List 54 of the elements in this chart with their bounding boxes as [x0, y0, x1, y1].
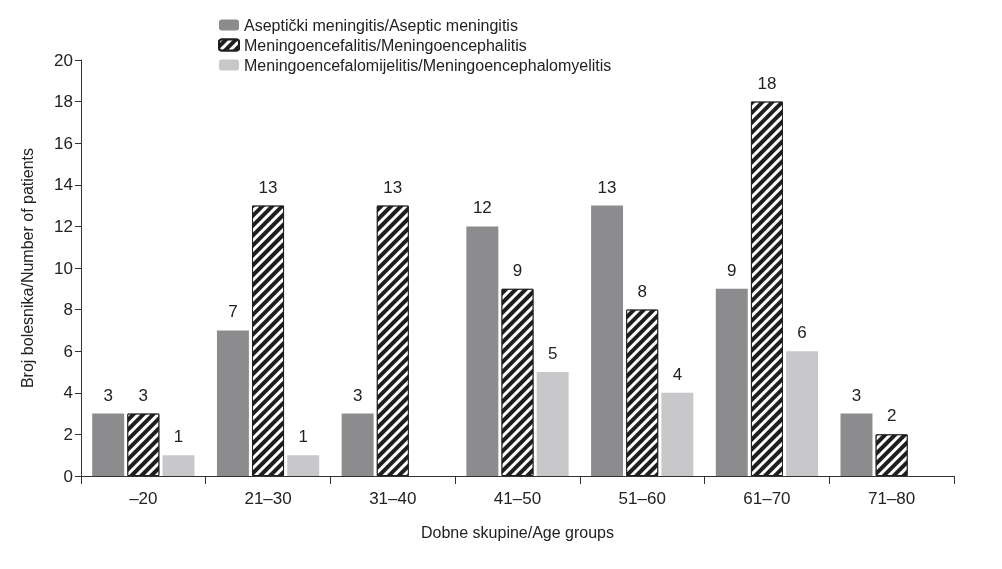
- x-tick-label: 51–60: [618, 489, 666, 508]
- data-label: 13: [383, 177, 403, 197]
- y-tick-label: 12: [54, 216, 73, 236]
- data-label: 4: [672, 364, 683, 384]
- data-label: 5: [547, 344, 558, 363]
- x-tick-label: –20: [129, 489, 158, 508]
- bar: [661, 392, 694, 476]
- y-tick-label: 0: [63, 466, 73, 486]
- x-tick-label: 31–40: [369, 489, 417, 508]
- data-label: 13: [258, 177, 278, 197]
- bar: [341, 413, 374, 476]
- bar: [536, 372, 569, 476]
- y-tick-label: 6: [63, 341, 73, 361]
- bar: [216, 330, 249, 476]
- legend-label: Meningoencefalitis/Meningoencephalitis: [244, 36, 527, 54]
- data-label: 9: [512, 260, 523, 280]
- x-axis-title: Dobne skupine/Age groups: [420, 523, 615, 541]
- bar: [287, 455, 320, 476]
- data-label: 18: [757, 73, 777, 93]
- y-tick-label: 14: [54, 175, 73, 195]
- y-tick-label: 20: [54, 50, 73, 70]
- data-label: 13: [597, 177, 617, 197]
- data-label: 3: [352, 385, 363, 405]
- x-tick-label: 21–30: [244, 489, 292, 508]
- y-tick-label: 16: [54, 133, 73, 153]
- data-label: 2: [886, 406, 897, 426]
- data-label: 9: [727, 260, 737, 280]
- bar: [840, 413, 873, 476]
- bar: [92, 413, 125, 476]
- y-tick-label: 18: [54, 92, 73, 112]
- data-label: 3: [138, 385, 149, 405]
- y-tick-label: 8: [63, 300, 73, 320]
- data-label: 3: [851, 385, 862, 405]
- y-tick-label: 10: [54, 258, 73, 278]
- bar: [466, 226, 499, 476]
- bar: [162, 455, 195, 476]
- x-tick-label: 41–50: [493, 489, 542, 508]
- data-label: 1: [173, 427, 184, 447]
- bar: [786, 351, 819, 476]
- bar: [715, 288, 748, 476]
- data-label: 3: [103, 385, 113, 405]
- data-label: 1: [298, 427, 308, 447]
- data-label: 12: [472, 198, 492, 218]
- y-axis-title: Broj bolesnika/Number of patients: [18, 147, 36, 389]
- data-label: 8: [637, 281, 647, 301]
- legend-label: Aseptički meningitis/Aseptic meningitis: [244, 16, 518, 34]
- data-label: 6: [797, 323, 807, 343]
- x-tick-label: 71–80: [868, 489, 916, 508]
- legend-label: Meningoencefalomijelitis/Meningoencephalomyelitis: [244, 56, 612, 74]
- y-tick-label: 4: [63, 383, 73, 403]
- y-tick-label: 2: [63, 424, 73, 444]
- x-tick-label: 61–70: [743, 489, 791, 508]
- data-label: 7: [228, 302, 238, 322]
- bar: [591, 205, 624, 476]
